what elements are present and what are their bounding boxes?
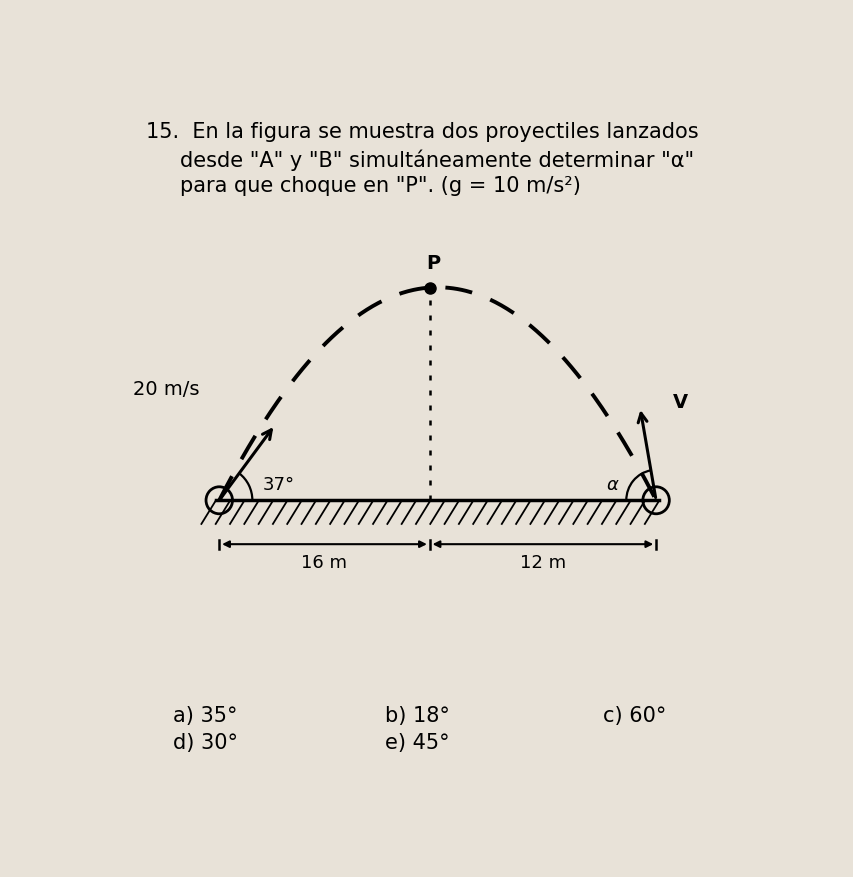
Text: 20 m/s: 20 m/s	[133, 380, 200, 399]
Text: 16 m: 16 m	[301, 554, 347, 573]
Text: b) 18°: b) 18°	[385, 706, 449, 726]
Text: desde "A" y "B" simultáneamente determinar "α": desde "A" y "B" simultáneamente determin…	[179, 149, 693, 171]
Text: a) 35°: a) 35°	[172, 706, 237, 726]
Text: V: V	[672, 393, 687, 412]
Text: para que choque en "P". (g = 10 m/s²): para que choque en "P". (g = 10 m/s²)	[179, 176, 580, 196]
Text: 12 m: 12 m	[519, 554, 566, 573]
Text: P: P	[426, 253, 439, 273]
Text: c) 60°: c) 60°	[602, 706, 665, 726]
Text: d) 30°: d) 30°	[172, 733, 238, 753]
Text: 15.  En la figura se muestra dos proyectiles lanzados: 15. En la figura se muestra dos proyecti…	[147, 122, 699, 142]
Text: e) 45°: e) 45°	[385, 733, 449, 753]
Text: α: α	[606, 475, 618, 494]
Text: 37°: 37°	[262, 475, 294, 494]
